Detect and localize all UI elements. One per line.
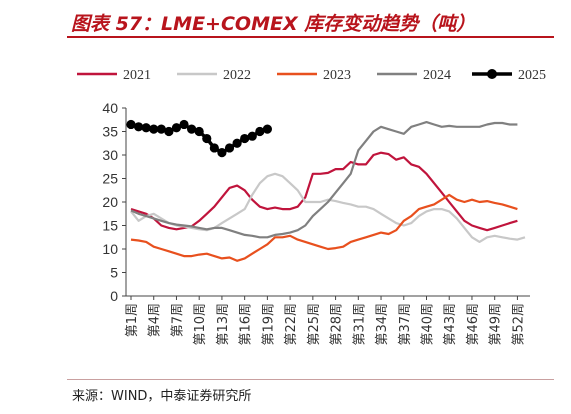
x-tick-label: 第22周 bbox=[284, 303, 299, 346]
legend-label-2021: 2021 bbox=[123, 68, 151, 83]
series-point-2025 bbox=[156, 124, 166, 134]
x-tick-label: 第31周 bbox=[352, 303, 367, 346]
series-point-2025 bbox=[217, 148, 227, 158]
legend-marker-2025 bbox=[487, 69, 497, 79]
y-tick-label: 5 bbox=[110, 265, 118, 281]
y-tick-label: 15 bbox=[102, 218, 118, 234]
series-point-2025 bbox=[187, 124, 197, 134]
series-line-2023 bbox=[130, 193, 518, 262]
series-line-2021 bbox=[130, 151, 518, 232]
x-tick-label: 第49周 bbox=[489, 303, 504, 346]
series-point-2025 bbox=[171, 123, 182, 133]
series-point-2025 bbox=[247, 131, 257, 141]
series-point-2025 bbox=[164, 126, 174, 137]
x-tick-label: 第13周 bbox=[216, 303, 231, 346]
x-tick-label: 第43周 bbox=[443, 303, 458, 346]
series-point-2025 bbox=[202, 133, 212, 144]
x-tick-label: 第19周 bbox=[261, 303, 276, 346]
series-point-2025 bbox=[232, 138, 242, 148]
x-tick-label: 第4周 bbox=[148, 303, 163, 337]
legend-label-2022: 2022 bbox=[223, 68, 251, 83]
x-tick-label: 第28周 bbox=[330, 303, 345, 346]
x-tick-label: 第1周 bbox=[125, 303, 140, 337]
x-tick-label: 第40周 bbox=[421, 303, 436, 346]
x-tick-label: 第34周 bbox=[375, 303, 390, 346]
series-point-2025 bbox=[141, 123, 151, 133]
chart-title: 图表 57：LME+COMEX 库存变动趋势（吨） bbox=[71, 13, 476, 35]
series-line-2022 bbox=[130, 172, 526, 243]
y-tick-label: 40 bbox=[102, 100, 118, 116]
series-layer bbox=[126, 119, 526, 262]
y-tick-label: 0 bbox=[110, 288, 118, 304]
x-tick-label: 第37周 bbox=[398, 303, 413, 346]
y-tick-label: 35 bbox=[102, 124, 118, 140]
series-point-2025 bbox=[255, 126, 265, 137]
series-point-2025 bbox=[240, 133, 250, 144]
series-point-2025 bbox=[194, 126, 204, 137]
legend: 2021 2022 2023 2024 2025 bbox=[77, 68, 546, 83]
series-point-2025 bbox=[179, 119, 189, 130]
source-note: 来源：WIND，中泰证券研究所 bbox=[72, 389, 252, 404]
x-tick-label: 第25周 bbox=[307, 303, 322, 346]
x-tick-label: 第46周 bbox=[466, 303, 481, 346]
series-point-2025 bbox=[262, 124, 272, 134]
legend-label-2023: 2023 bbox=[323, 68, 351, 83]
y-tick-label: 10 bbox=[102, 241, 118, 257]
x-tick-label: 第16周 bbox=[239, 303, 254, 346]
series-point-2025 bbox=[149, 124, 159, 134]
y-tick-label: 20 bbox=[102, 194, 118, 210]
series-point-2025 bbox=[133, 122, 144, 132]
legend-label-2024: 2024 bbox=[423, 68, 451, 83]
source-divider bbox=[67, 379, 554, 380]
x-tick-label: 第52周 bbox=[511, 303, 526, 346]
x-tick-label: 第10周 bbox=[193, 303, 208, 346]
y-tick-label: 30 bbox=[102, 147, 118, 163]
series-point-2025 bbox=[126, 119, 136, 130]
series-point-2025 bbox=[224, 143, 235, 153]
title-bar: 图表 57：LME+COMEX 库存变动趋势（吨） bbox=[67, 6, 554, 38]
series-line-2024 bbox=[130, 121, 518, 239]
axes: 0 5 10 15 20 25 30 35 40 第1周 第4周 第7周 第10周 第13周 第16周 第19… bbox=[102, 100, 530, 346]
x-tick-label: 第7周 bbox=[170, 303, 185, 337]
y-tick-label: 25 bbox=[102, 171, 118, 187]
legend-label-2025: 2025 bbox=[518, 68, 546, 83]
series-point-2025 bbox=[209, 143, 219, 153]
